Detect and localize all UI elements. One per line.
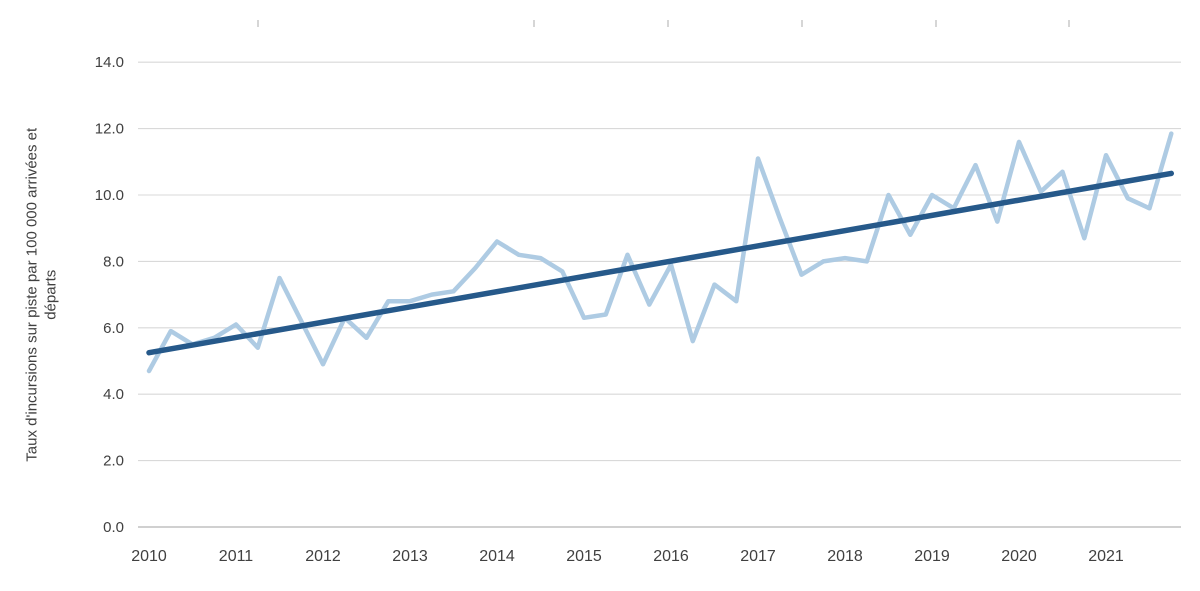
y-tick-label: 4.0 [103,386,124,403]
quarterly-rate-line [146,131,1174,374]
y-axis-labels: 0.0 2.0 4.0 6.0 8.0 10.0 12.0 14.0 [95,54,124,536]
y-tick-label: 6.0 [103,320,124,337]
x-axis-labels: 2010 2011 2012 2013 2014 2015 2016 2017 2018 2019… [131,548,1124,565]
x-tick-label: 2015 [566,548,602,565]
y-tick-label: 0.0 [103,519,124,536]
y-tick-label: 10.0 [95,187,124,204]
y-tick-label: 12.0 [95,121,124,138]
x-tick-label: 2021 [1088,548,1124,565]
top-axis-ticks [257,20,1070,27]
x-tick-label: 2012 [305,548,341,565]
x-tick-label: 2014 [479,548,515,565]
x-tick-label: 2013 [392,548,428,565]
y-tick-label: 2.0 [103,453,124,470]
y-tick-label: 14.0 [95,54,124,71]
x-tick-label: 2017 [740,548,776,565]
x-tick-label: 2018 [827,548,863,565]
x-tick-label: 2019 [914,548,950,565]
x-tick-label: 2011 [219,548,254,565]
x-tick-label: 2010 [131,548,167,565]
trend-line [146,170,1174,356]
y-axis-title: Taux d'incursions sur piste par 100 000 … [23,127,59,462]
y-tick-label: 8.0 [103,253,124,270]
x-tick-label: 2016 [653,548,689,565]
x-tick-label: 2020 [1001,548,1037,565]
gridlines [138,61,1181,528]
